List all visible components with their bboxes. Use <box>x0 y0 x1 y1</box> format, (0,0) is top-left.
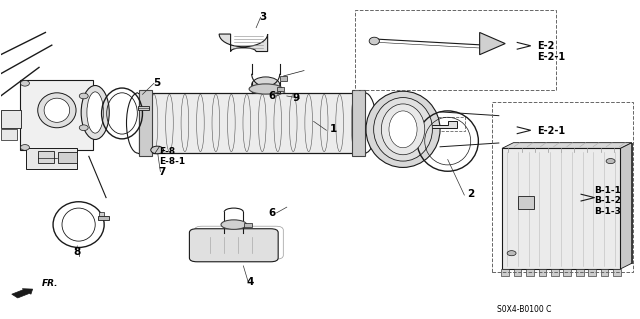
Ellipse shape <box>151 146 164 154</box>
Text: E-8
E-8-1: E-8 E-8-1 <box>159 147 185 166</box>
Bar <box>539 269 547 276</box>
Ellipse shape <box>79 125 88 130</box>
Text: 7: 7 <box>159 167 166 177</box>
Bar <box>601 269 609 276</box>
FancyBboxPatch shape <box>189 229 278 262</box>
Ellipse shape <box>249 84 282 94</box>
Bar <box>576 269 584 276</box>
Text: 6: 6 <box>268 209 275 219</box>
Bar <box>280 76 287 81</box>
Bar <box>1 110 21 128</box>
Bar <box>588 269 596 276</box>
Bar <box>276 87 284 91</box>
Bar <box>38 151 54 163</box>
Bar <box>140 90 152 156</box>
Text: 5: 5 <box>154 78 161 88</box>
Ellipse shape <box>606 159 615 164</box>
Bar <box>518 196 534 209</box>
Text: 4: 4 <box>246 277 253 287</box>
Text: 8: 8 <box>74 247 81 256</box>
Ellipse shape <box>87 92 104 133</box>
Bar <box>514 269 522 276</box>
Ellipse shape <box>44 98 70 122</box>
Bar <box>138 106 150 110</box>
Ellipse shape <box>374 98 433 161</box>
Ellipse shape <box>366 91 440 167</box>
Ellipse shape <box>252 77 280 93</box>
Bar <box>20 80 93 150</box>
Bar <box>502 148 620 269</box>
Text: E-2-1: E-2-1 <box>537 126 565 136</box>
Ellipse shape <box>389 111 417 148</box>
Text: S0X4-B0100 C: S0X4-B0100 C <box>497 305 552 314</box>
Bar <box>1 129 17 140</box>
Text: 6: 6 <box>268 91 275 101</box>
Ellipse shape <box>221 220 246 229</box>
Bar <box>355 10 556 90</box>
Polygon shape <box>479 33 505 55</box>
Bar <box>26 148 77 169</box>
Text: FR.: FR. <box>42 279 59 288</box>
Text: 3: 3 <box>259 11 266 22</box>
Bar <box>563 269 571 276</box>
Text: B-1-1
B-1-2
B-1-3: B-1-1 B-1-2 B-1-3 <box>595 186 621 216</box>
Ellipse shape <box>381 104 425 155</box>
Ellipse shape <box>507 251 516 256</box>
FancyArrow shape <box>12 289 33 298</box>
Bar <box>492 102 633 272</box>
Bar <box>613 269 621 276</box>
Ellipse shape <box>79 93 88 99</box>
Polygon shape <box>422 121 458 128</box>
Bar <box>551 269 559 276</box>
Ellipse shape <box>20 145 29 150</box>
Text: 9: 9 <box>292 93 300 103</box>
Polygon shape <box>502 143 632 148</box>
Ellipse shape <box>81 85 109 139</box>
Bar <box>352 90 365 156</box>
Ellipse shape <box>38 93 76 128</box>
Bar <box>98 216 109 220</box>
Bar <box>138 93 365 153</box>
Bar <box>99 212 104 216</box>
Polygon shape <box>219 34 268 51</box>
Text: 1: 1 <box>330 124 337 134</box>
Bar <box>58 152 77 163</box>
Text: E-2
E-2-1: E-2 E-2-1 <box>537 41 565 62</box>
Bar <box>244 223 252 227</box>
Bar <box>513 143 632 263</box>
Ellipse shape <box>20 80 29 86</box>
Bar <box>501 269 509 276</box>
Polygon shape <box>620 143 632 269</box>
Bar <box>526 269 534 276</box>
Ellipse shape <box>369 37 380 45</box>
Text: 2: 2 <box>467 189 474 199</box>
